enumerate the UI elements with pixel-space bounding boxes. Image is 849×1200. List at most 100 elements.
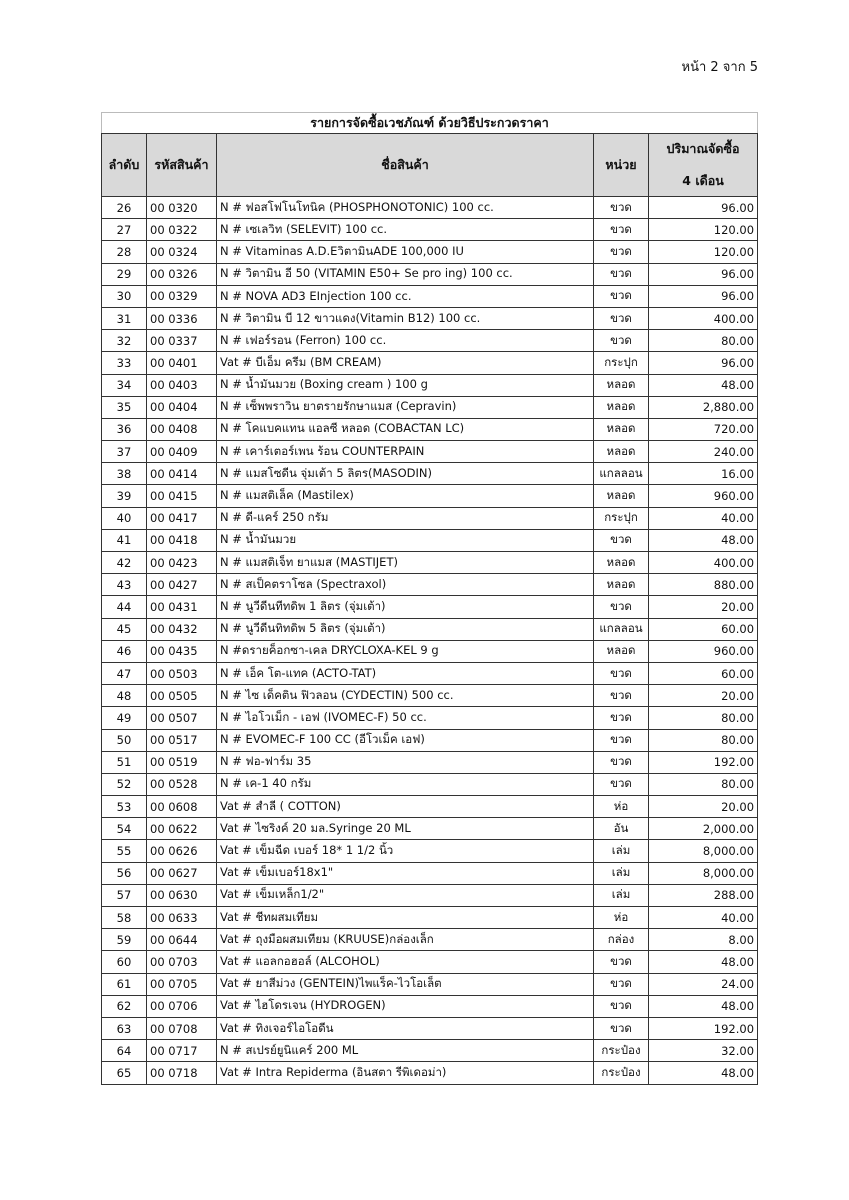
row-no: 64 — [101, 1039, 147, 1063]
table-row: 60 00 0703 Vat # แอลกอฮอล์ (ALCOHOL) ขวด 48.… — [101, 950, 759, 974]
table-row: 61 00 0705 Vat # ยาสีม่วง (GENTEIN)ไพแร็ค-… — [101, 972, 759, 996]
table-row: 40 00 0417 N # ดี-แคร์ 250 กรัม กระปุก 40.00 — [101, 506, 759, 530]
row-qty: 288.00 — [647, 883, 759, 908]
table-row: 52 00 0528 N # เค-1 40 กรัม ขวด 80.00 — [101, 772, 759, 797]
row-name: N # แมสโซดีน จุ่มเต้า 5 ลิตร(MASODIN) — [216, 462, 594, 486]
row-qty: 120.00 — [647, 240, 759, 264]
row-no: 57 — [101, 883, 147, 908]
row-qty: 80.00 — [647, 728, 759, 752]
row-name: N # สเป็คตราโซล (Spectraxol) — [216, 573, 594, 597]
row-name: N # Vitaminas A.D.EวิตามินADE 100,000 IU — [216, 240, 594, 264]
row-code: 00 0519 — [146, 750, 217, 774]
row-unit: ขวด — [593, 972, 649, 996]
row-unit: กระปุก — [593, 351, 649, 375]
row-unit: ขวด — [593, 750, 649, 774]
row-unit: ห่อ — [593, 795, 649, 819]
row-qty: 8.00 — [647, 928, 759, 952]
row-unit: ขวด — [593, 240, 649, 264]
row-unit: ขวด — [593, 661, 649, 686]
row-unit: หลอด — [593, 550, 649, 575]
row-code: 00 0503 — [146, 661, 217, 686]
row-unit: หลอด — [593, 440, 649, 464]
row-name: N # โคแบคแทน แอลซี หลอด (COBACTAN LC) — [216, 417, 594, 442]
row-no: 46 — [101, 639, 147, 663]
row-qty: 60.00 — [647, 661, 759, 686]
row-unit: ขวด — [593, 1016, 649, 1041]
row-no: 56 — [101, 861, 147, 885]
row-unit: กล่อง — [593, 928, 649, 952]
row-code: 00 0644 — [146, 928, 217, 952]
row-qty: 2,880.00 — [647, 395, 759, 419]
row-no: 63 — [101, 1016, 147, 1041]
row-unit: หลอด — [593, 573, 649, 597]
row-no: 29 — [101, 262, 147, 286]
row-name: N # นูวีดีนทิทดิพ 5 ลิตร (จุ่มเต้า) — [216, 617, 594, 641]
table-row: 57 00 0630 Vat # เข็มเหล็ก1/2" เล่ม 288.00 — [101, 883, 759, 908]
row-qty: 192.00 — [647, 1016, 759, 1041]
row-qty: 32.00 — [647, 1039, 759, 1063]
header-no: ลำดับ — [101, 133, 147, 197]
row-no: 43 — [101, 573, 147, 597]
row-no: 42 — [101, 550, 147, 575]
row-no: 31 — [101, 306, 147, 331]
header-unit: หน่วย — [593, 133, 649, 197]
page-number: หน้า 2 จาก 5 — [681, 60, 758, 75]
table-row: 64 00 0717 N # สเปรย์ยูนิแคร์ 200 ML กระป๋อ… — [101, 1039, 759, 1063]
row-code: 00 0432 — [146, 617, 217, 641]
row-unit: หลอด — [593, 484, 649, 508]
row-no: 58 — [101, 905, 147, 930]
row-unit: ขวด — [593, 994, 649, 1018]
row-name: N # EVOMEC-F 100 CC (อีโวเม็ค เอฟ) — [216, 728, 594, 752]
row-qty: 48.00 — [647, 373, 759, 397]
table-row: 46 00 0435 N #ดรายค็อกซา-เคล DRYCLOXA-KEL … — [101, 639, 759, 663]
row-name: N # เค-1 40 กรัม — [216, 772, 594, 797]
row-qty: 20.00 — [647, 595, 759, 619]
row-qty: 48.00 — [647, 994, 759, 1018]
table-row: 39 00 0415 N # แมสติเล็ค (Mastilex) หลอด 960… — [101, 484, 759, 508]
row-name: N # ไอโวเม็ก - เอฟ (IVOMEC-F) 50 cc. — [216, 706, 594, 730]
table-title: รายการจัดซื้อเวชภัณฑ์ ด้วยวิธีประกวดราคา — [100, 112, 759, 134]
row-qty: 240.00 — [647, 440, 759, 464]
table-row: 41 00 0418 N # น้ำมันมวย ขวด 48.00 — [101, 528, 759, 553]
row-name: Vat # ถุงมือผสมเทียม (KRUUSE)กล่องเล็ก — [216, 928, 594, 952]
row-name: N # น้ำมันมวย (Boxing cream ) 100 g — [216, 373, 594, 397]
header-code: รหัสสินค้า — [146, 133, 217, 197]
row-name: N # สเปรย์ยูนิแคร์ 200 ML — [216, 1039, 594, 1063]
table-row: 54 00 0622 Vat # ไซริงค์ 20 มล.Syringe 20 … — [101, 817, 759, 841]
row-code: 00 0337 — [146, 329, 217, 353]
row-code: 00 0705 — [146, 972, 217, 996]
row-no: 61 — [101, 972, 147, 996]
row-code: 00 0630 — [146, 883, 217, 908]
row-name: N #ดรายค็อกซา-เคล DRYCLOXA-KEL 9 g — [216, 639, 594, 663]
row-name: Vat # เข็มเหล็ก1/2" — [216, 883, 594, 908]
table-row: 42 00 0423 N # แมสติเจ็ท ยาแมส (MASTIJET) ห… — [101, 550, 759, 575]
row-unit: ขวด — [593, 195, 649, 220]
row-name: N # NOVA AD3 EInjection 100 cc. — [216, 284, 594, 308]
row-code: 00 0324 — [146, 240, 217, 264]
row-name: Vat # ทิงเจอร์ไอโอดีน — [216, 1016, 594, 1041]
row-qty: 8,000.00 — [647, 861, 759, 885]
row-no: 32 — [101, 329, 147, 353]
row-unit: ขวด — [593, 728, 649, 752]
row-no: 53 — [101, 795, 147, 819]
row-unit: แกลลอน — [593, 617, 649, 641]
header-qty-line2: 4 เดือน — [682, 173, 724, 188]
row-code: 00 0622 — [146, 817, 217, 841]
row-no: 37 — [101, 440, 147, 464]
row-no: 39 — [101, 484, 147, 508]
row-qty: 20.00 — [647, 795, 759, 819]
row-no: 49 — [101, 706, 147, 730]
row-name: N # แมสติเจ็ท ยาแมส (MASTIJET) — [216, 550, 594, 575]
row-no: 60 — [101, 950, 147, 974]
row-code: 00 0706 — [146, 994, 217, 1018]
row-qty: 96.00 — [647, 351, 759, 375]
row-no: 35 — [101, 395, 147, 419]
row-qty: 2,000.00 — [647, 817, 759, 841]
row-unit: ขวด — [593, 262, 649, 286]
row-name: N # น้ำมันมวย — [216, 528, 594, 553]
row-qty: 120.00 — [647, 218, 759, 242]
row-no: 65 — [101, 1061, 147, 1085]
header-name: ชื่อสินค้า — [216, 133, 594, 197]
row-code: 00 0401 — [146, 351, 217, 375]
row-code: 00 0417 — [146, 506, 217, 530]
